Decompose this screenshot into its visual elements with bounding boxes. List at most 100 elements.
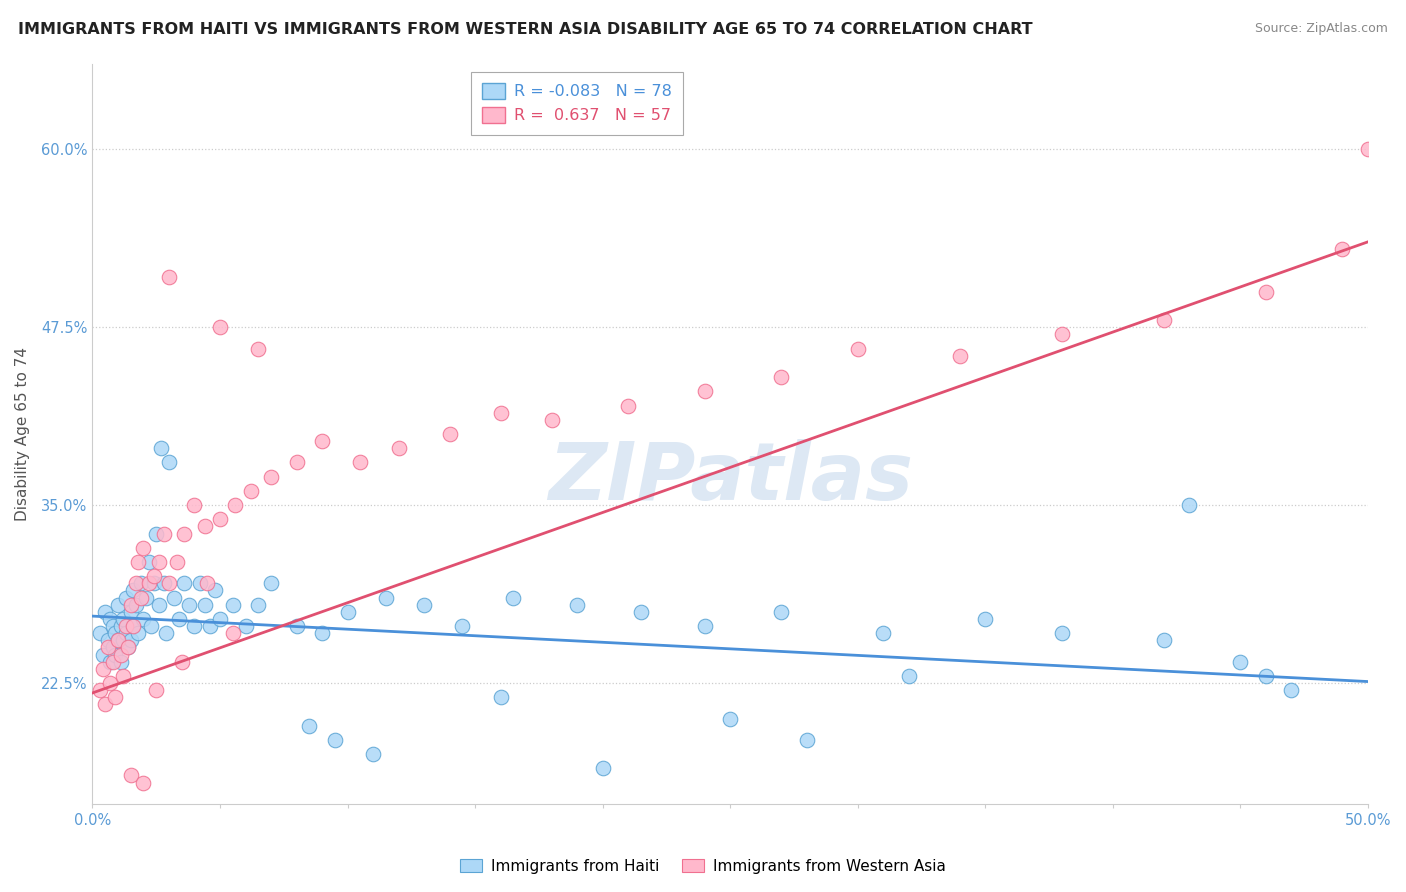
Point [1229,655,1251,669]
Point [125,576,148,591]
Point [311,434,333,449]
Point [94,698,117,712]
Point [285,619,308,633]
Point [1254,285,1277,299]
Point [1331,242,1354,256]
Point [122,619,145,633]
Point [1153,313,1175,327]
Point [298,719,321,733]
Point [166,555,188,569]
Point [208,612,231,626]
Point [107,598,129,612]
Point [120,768,142,782]
Point [148,598,170,612]
Point [101,619,124,633]
Point [872,626,894,640]
Legend: Immigrants from Haiti, Immigrants from Western Asia: Immigrants from Haiti, Immigrants from W… [454,853,952,880]
Point [188,576,211,591]
Point [1050,327,1073,342]
Point [117,640,139,655]
Point [179,598,201,612]
Point [114,626,136,640]
Point [112,612,135,626]
Point [949,349,972,363]
Point [157,455,180,469]
Point [132,612,155,626]
Point [718,712,741,726]
Point [98,655,121,669]
Point [260,469,283,483]
Point [110,655,132,669]
Point [260,576,283,591]
Point [897,669,920,683]
Point [142,576,165,591]
Point [693,619,716,633]
Point [439,427,461,442]
Point [145,526,167,541]
Point [195,576,218,591]
Point [183,498,205,512]
Point [247,598,270,612]
Point [194,519,217,533]
Point [104,648,127,662]
Point [502,591,524,605]
Point [122,583,145,598]
Point [208,512,231,526]
Point [114,591,136,605]
Point [1153,633,1175,648]
Point [104,690,127,705]
Point [117,640,139,655]
Point [770,605,793,619]
Point [173,576,195,591]
Point [127,626,149,640]
Point [846,342,869,356]
Point [101,655,124,669]
Point [153,526,176,541]
Point [153,576,176,591]
Point [311,626,333,640]
Point [89,683,111,698]
Point [198,619,221,633]
Point [94,605,117,619]
Point [112,633,135,648]
Point [630,605,652,619]
Text: ZIPatlas: ZIPatlas [547,440,912,517]
Point [157,270,180,285]
Point [112,669,135,683]
Point [89,626,111,640]
Point [125,598,148,612]
Point [1050,626,1073,640]
Point [387,441,409,455]
Point [138,576,160,591]
Point [693,384,716,399]
Point [97,633,120,648]
Text: Source: ZipAtlas.com: Source: ZipAtlas.com [1254,22,1388,36]
Point [138,555,160,569]
Point [1357,143,1379,157]
Point [208,320,231,334]
Point [91,662,114,676]
Point [98,612,121,626]
Point [489,690,512,705]
Point [1254,669,1277,683]
Point [173,526,195,541]
Point [120,598,142,612]
Point [127,555,149,569]
Point [796,732,818,747]
Point [148,555,170,569]
Point [336,605,359,619]
Point [167,612,190,626]
Point [98,676,121,690]
Point [157,576,180,591]
Point [120,605,142,619]
Point [150,441,173,455]
Point [183,619,205,633]
Point [155,626,177,640]
Point [247,342,270,356]
Point [323,732,346,747]
Point [204,583,226,598]
Text: IMMIGRANTS FROM HAITI VS IMMIGRANTS FROM WESTERN ASIA DISABILITY AGE 65 TO 74 CO: IMMIGRANTS FROM HAITI VS IMMIGRANTS FROM… [18,22,1033,37]
Point [107,633,129,648]
Point [617,399,640,413]
Point [142,569,165,583]
